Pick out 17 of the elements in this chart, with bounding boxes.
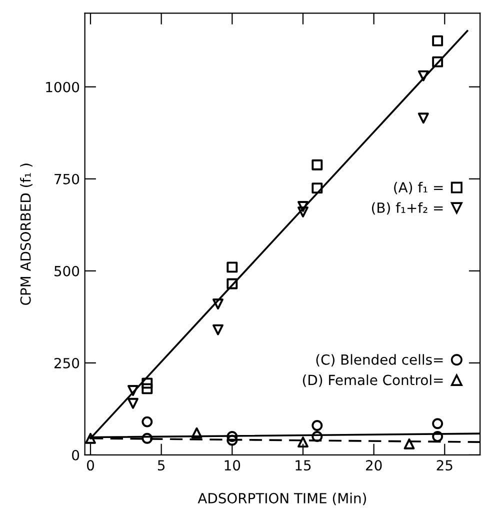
legend-label: (B) f₁+f₂ =: [372, 202, 443, 215]
y-axis-title: CPM ADSORBED (f₁ ): [20, 164, 32, 305]
legend-label: (D) Female Control=: [302, 374, 443, 387]
x-tick-label: 15: [296, 460, 311, 471]
legend-label: (A) f₁ =: [394, 182, 443, 194]
x-axis-title: ADSORPTION TIME (Min): [198, 492, 366, 506]
legend-label: (C) Blended cells=: [316, 354, 443, 366]
y-tick-label: 0: [72, 450, 80, 460]
y-tick-label: 250: [54, 358, 80, 368]
y-tick-label: 500: [54, 266, 80, 276]
x-tick-label: 20: [366, 460, 382, 471]
x-tick-label: 10: [224, 460, 240, 471]
y-tick-label: 1000: [46, 82, 80, 92]
x-tick-label: 25: [436, 460, 452, 471]
x-tick-label: 0: [86, 460, 94, 471]
x-tick-label: 5: [158, 460, 165, 471]
y-tick-label: 750: [54, 174, 80, 184]
